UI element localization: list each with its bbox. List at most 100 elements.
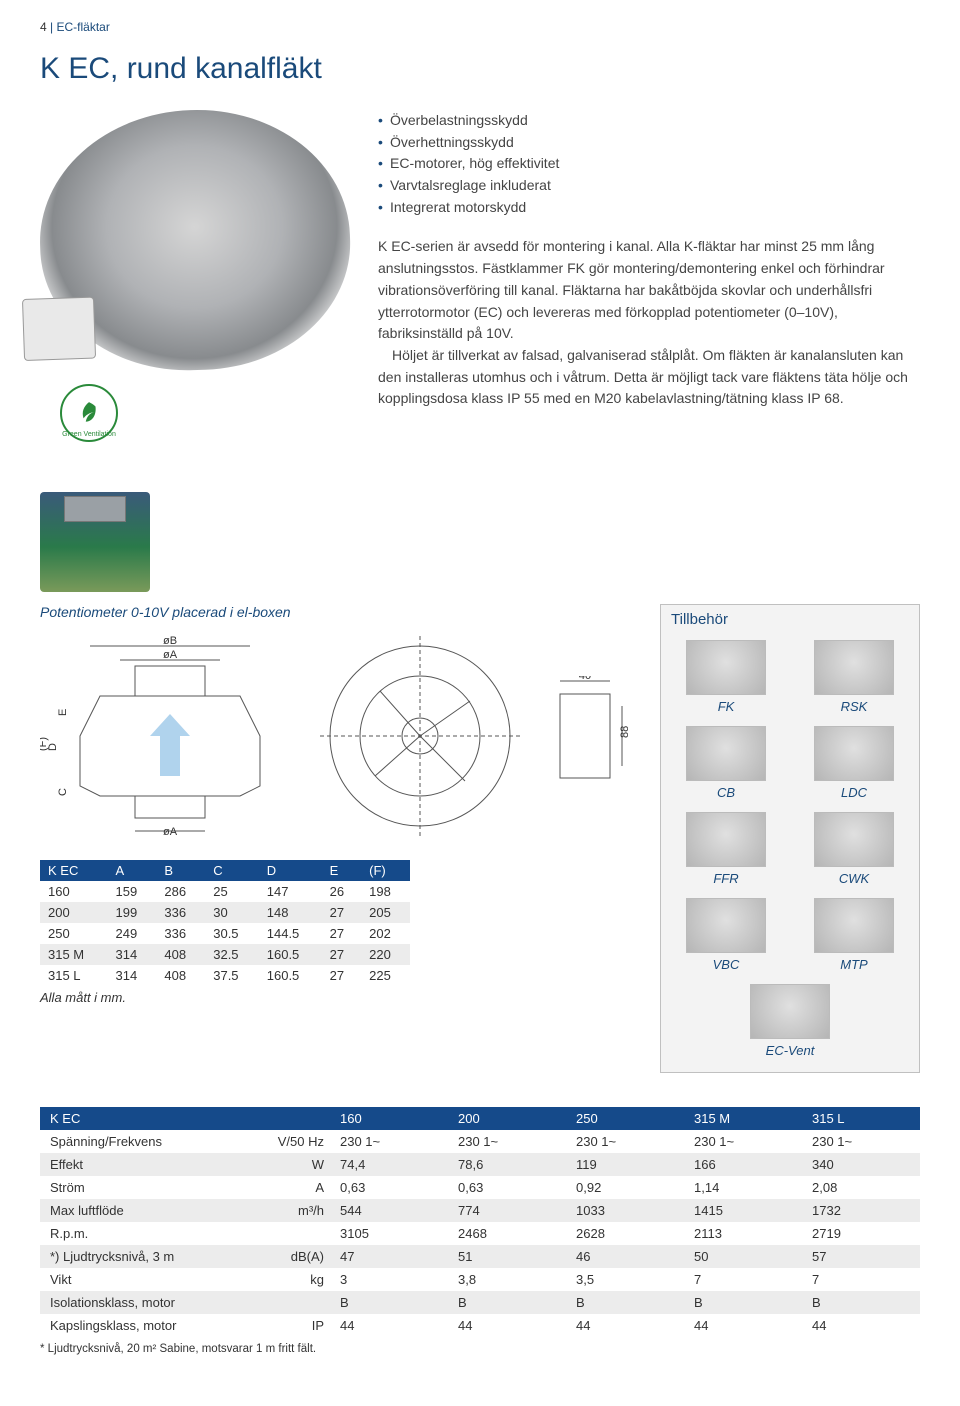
page-header: 4 | EC-fläktar: [40, 20, 920, 34]
product-image-column: Green Ventilation: [40, 110, 350, 442]
accessory-cell: EC-Vent: [671, 984, 909, 1058]
drawing-end: 40 88: [540, 676, 630, 796]
spec-cell: 7: [802, 1268, 920, 1291]
spec-cell: 50: [684, 1245, 802, 1268]
spec-th: 315 L: [802, 1107, 920, 1130]
spec-cell: 0,63: [330, 1176, 448, 1199]
spec-label: Spänning/Frekvens: [40, 1130, 260, 1153]
spec-cell: 1033: [566, 1199, 684, 1222]
spec-cell: 3: [330, 1268, 448, 1291]
spec-cell: 74,4: [330, 1153, 448, 1176]
accessory-image: [814, 640, 894, 695]
dim-cell: 27: [322, 923, 361, 944]
spec-label: Kapslingsklass, motor: [40, 1314, 260, 1337]
dim-cell: 205: [361, 902, 410, 923]
table-row: 315 L31440837.5160.527225: [40, 965, 410, 986]
accessory-cell: MTP: [799, 898, 909, 972]
spec-th: 250: [566, 1107, 684, 1130]
dim-cell: 315 L: [40, 965, 108, 986]
spec-cell: 3,5: [566, 1268, 684, 1291]
feature-item: EC-motorer, hög effektivitet: [378, 153, 920, 175]
dim-cell: 30: [205, 902, 259, 923]
table-row: 1601592862514726198: [40, 881, 410, 902]
accessory-label: CB: [671, 785, 781, 800]
dim-cell: 286: [156, 881, 205, 902]
dim-cell: 250: [40, 923, 108, 944]
table-row: Isolationsklass, motorBBBBB: [40, 1291, 920, 1314]
accessories-title: Tillbehör: [671, 611, 909, 628]
accessories-panel: Tillbehör FKRSKCBLDCFFRCWKVBCMTPEC-Vent: [660, 604, 920, 1073]
dwg-label-F: (F): [40, 737, 49, 751]
spec-cell: 544: [330, 1199, 448, 1222]
dim-th: D: [259, 860, 322, 881]
accessory-label: CWK: [799, 871, 909, 886]
dwg-label-40: 40: [579, 676, 591, 682]
spec-unit: V/50 Hz: [260, 1130, 330, 1153]
spec-cell: B: [330, 1291, 448, 1314]
spec-label: Max luftflöde: [40, 1199, 260, 1222]
accessory-label: FFR: [671, 871, 781, 886]
dim-th: B: [156, 860, 205, 881]
dim-cell: 336: [156, 902, 205, 923]
table-row: Viktkg33,83,577: [40, 1268, 920, 1291]
elbox-block: [40, 492, 920, 592]
dim-cell: 408: [156, 965, 205, 986]
table-row: Kapslingsklass, motorIP4444444444: [40, 1314, 920, 1337]
dim-cell: 314: [108, 965, 157, 986]
spec-cell: 230 1~: [330, 1130, 448, 1153]
page-number: 4: [40, 20, 47, 34]
dim-cell: 336: [156, 923, 205, 944]
technical-drawings: øB øA øA E D (F) C: [40, 636, 640, 836]
leaf-icon: [76, 400, 102, 426]
spec-cell: 2628: [566, 1222, 684, 1245]
spec-cell: 1415: [684, 1199, 802, 1222]
spec-cell: 340: [802, 1153, 920, 1176]
table-row: 25024933630.5144.527202: [40, 923, 410, 944]
accessory-cell: FFR: [671, 812, 781, 886]
spec-cell: 44: [448, 1314, 566, 1337]
header-sep: |: [50, 20, 53, 34]
drawing-side: øB øA øA E D (F) C: [40, 636, 300, 836]
dim-th: (F): [361, 860, 410, 881]
dim-cell: 202: [361, 923, 410, 944]
dim-cell: 30.5: [205, 923, 259, 944]
dim-note: Alla mått i mm.: [40, 990, 640, 1005]
accessory-image: [686, 812, 766, 867]
spec-cell: 230 1~: [684, 1130, 802, 1153]
dim-cell: 32.5: [205, 944, 259, 965]
spec-cell: B: [448, 1291, 566, 1314]
dim-cell: 200: [40, 902, 108, 923]
accessory-label: VBC: [671, 957, 781, 972]
spec-cell: 44: [684, 1314, 802, 1337]
dwg-label-B: øB: [163, 636, 177, 647]
dim-cell: 225: [361, 965, 410, 986]
elbox-photo: [40, 492, 150, 592]
accessory-label: MTP: [799, 957, 909, 972]
table-row: StrömA0,630,630,921,142,08: [40, 1176, 920, 1199]
accessory-image: [686, 640, 766, 695]
accessory-image: [814, 898, 894, 953]
dim-th: C: [205, 860, 259, 881]
dim-cell: 199: [108, 902, 157, 923]
spec-cell: 57: [802, 1245, 920, 1268]
dim-cell: 25: [205, 881, 259, 902]
mid-row: Potentiometer 0-10V placerad i el-boxen …: [40, 604, 920, 1073]
dim-cell: 220: [361, 944, 410, 965]
accessory-label: RSK: [799, 699, 909, 714]
dim-th: K EC: [40, 860, 108, 881]
spec-cell: 44: [330, 1314, 448, 1337]
accessory-image: [686, 898, 766, 953]
spec-label: Isolationsklass, motor: [40, 1291, 260, 1314]
spec-cell: 1,14: [684, 1176, 802, 1199]
body-paragraph: K EC-serien är avsedd för montering i ka…: [378, 236, 920, 344]
dim-th: A: [108, 860, 157, 881]
top-section: Green Ventilation Överbelastningsskydd Ö…: [40, 110, 920, 442]
spec-cell: B: [566, 1291, 684, 1314]
table-row: *) Ljudtrycksnivå, 3 mdB(A)4751465057: [40, 1245, 920, 1268]
page-title: K EC, rund kanalfläkt: [40, 52, 920, 86]
badge-label: Green Ventilation: [62, 431, 116, 438]
dim-cell: 159: [108, 881, 157, 902]
feature-list: Överbelastningsskydd Överhettningsskydd …: [378, 110, 920, 218]
spec-cell: B: [684, 1291, 802, 1314]
spec-cell: 0,63: [448, 1176, 566, 1199]
